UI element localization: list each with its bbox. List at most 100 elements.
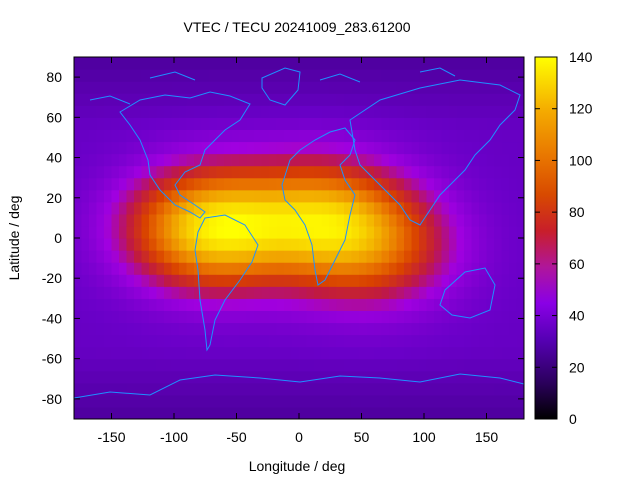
heatmap-cell bbox=[254, 334, 263, 348]
heatmap-cell bbox=[389, 334, 398, 348]
heatmap-cell bbox=[156, 201, 165, 215]
heatmap-cell bbox=[246, 153, 255, 167]
heatmap-cell bbox=[509, 141, 518, 155]
heatmap-cell bbox=[306, 117, 315, 130]
heatmap-cell bbox=[509, 250, 518, 263]
heatmap-cell bbox=[156, 250, 165, 263]
heatmap-cell bbox=[404, 201, 413, 215]
heatmap-cell bbox=[486, 105, 495, 118]
heatmap-cell bbox=[486, 141, 495, 155]
heatmap-cell bbox=[516, 129, 524, 143]
heatmap-cell bbox=[89, 165, 98, 179]
heatmap-cell bbox=[74, 406, 83, 419]
heatmap-cell bbox=[126, 57, 135, 70]
heatmap-cell bbox=[126, 334, 135, 348]
heatmap-cell bbox=[501, 370, 510, 384]
heatmap-cell bbox=[299, 189, 308, 203]
heatmap-cell bbox=[509, 189, 518, 203]
heatmap-cell bbox=[381, 141, 390, 155]
heatmap-cell bbox=[359, 346, 368, 360]
x-tick-label: 150 bbox=[475, 429, 499, 445]
heatmap-cell bbox=[119, 105, 128, 118]
heatmap-cell bbox=[426, 382, 435, 396]
heatmap-cell bbox=[426, 177, 435, 191]
heatmap-cell bbox=[239, 105, 248, 118]
heatmap-cell bbox=[141, 382, 150, 396]
heatmap-cell bbox=[329, 153, 338, 167]
heatmap-cell bbox=[126, 358, 135, 372]
chart-title: VTEC / TECU 20241009_283.61200 bbox=[183, 19, 410, 35]
heatmap-cell bbox=[449, 310, 458, 324]
heatmap-cell bbox=[516, 298, 524, 311]
heatmap-cell bbox=[456, 370, 465, 384]
heatmap-cell bbox=[479, 334, 488, 348]
heatmap-cell bbox=[89, 225, 98, 239]
heatmap-cell bbox=[171, 274, 180, 287]
heatmap-cell bbox=[171, 310, 180, 324]
heatmap-cell bbox=[321, 177, 330, 191]
heatmap-cell bbox=[246, 189, 255, 203]
heatmap-cell bbox=[224, 274, 233, 287]
heatmap-cell bbox=[396, 213, 405, 227]
heatmap-cell bbox=[381, 250, 390, 263]
heatmap-cell bbox=[396, 298, 405, 311]
heatmap-cell bbox=[186, 93, 195, 106]
heatmap-cell bbox=[239, 69, 248, 82]
heatmap-cell bbox=[186, 225, 195, 239]
heatmap-cell bbox=[306, 69, 315, 82]
heatmap-cell bbox=[516, 201, 524, 215]
heatmap-cell bbox=[209, 238, 218, 251]
heatmap-cell bbox=[261, 177, 270, 191]
heatmap-cell bbox=[471, 274, 480, 287]
heatmap-cell bbox=[96, 238, 105, 251]
heatmap-cell bbox=[404, 274, 413, 287]
heatmap-cell bbox=[329, 394, 338, 408]
heatmap-cell bbox=[269, 165, 278, 179]
heatmap-cell bbox=[119, 334, 128, 348]
heatmap-cell bbox=[164, 370, 173, 384]
heatmap-cell bbox=[134, 358, 143, 372]
heatmap-cell bbox=[486, 165, 495, 179]
heatmap-cell bbox=[389, 57, 398, 70]
heatmap-cell bbox=[464, 298, 473, 311]
heatmap-cell bbox=[434, 394, 443, 408]
heatmap-cell bbox=[321, 153, 330, 167]
heatmap-cell bbox=[314, 334, 323, 348]
heatmap-cell bbox=[81, 382, 90, 396]
heatmap-cell bbox=[194, 141, 203, 155]
heatmap-cell bbox=[306, 286, 315, 299]
heatmap-cell bbox=[119, 213, 128, 227]
heatmap-cell bbox=[96, 153, 105, 167]
heatmap-cell bbox=[291, 225, 300, 239]
heatmap-cell bbox=[419, 238, 428, 251]
heatmap-cell bbox=[201, 382, 210, 396]
heatmap-cell bbox=[494, 213, 503, 227]
heatmap-cell bbox=[494, 57, 503, 70]
heatmap-cell bbox=[306, 370, 315, 384]
heatmap-cell bbox=[329, 274, 338, 287]
heatmap-cell bbox=[254, 322, 263, 336]
heatmap-cell bbox=[441, 117, 450, 130]
heatmap-cell bbox=[486, 334, 495, 348]
heatmap-cell bbox=[119, 274, 128, 287]
heatmap-cell bbox=[141, 322, 150, 336]
heatmap-cell bbox=[306, 346, 315, 360]
heatmap-cell bbox=[269, 177, 278, 191]
heatmap-cell bbox=[314, 213, 323, 227]
heatmap-cell bbox=[381, 117, 390, 130]
heatmap-cell bbox=[456, 286, 465, 299]
heatmap-cell bbox=[179, 81, 188, 94]
heatmap-cell bbox=[321, 81, 330, 94]
heatmap-cell bbox=[396, 153, 405, 167]
heatmap-cell bbox=[216, 310, 225, 324]
heatmap-cell bbox=[216, 370, 225, 384]
heatmap-cell bbox=[314, 165, 323, 179]
heatmap-cell bbox=[366, 346, 375, 360]
heatmap-cell bbox=[464, 69, 473, 82]
heatmap-cell bbox=[149, 238, 158, 251]
heatmap-cell bbox=[134, 81, 143, 94]
heatmap-cell bbox=[96, 105, 105, 118]
heatmap-cell bbox=[359, 286, 368, 299]
heatmap-cell bbox=[269, 69, 278, 82]
heatmap-cell bbox=[516, 274, 524, 287]
